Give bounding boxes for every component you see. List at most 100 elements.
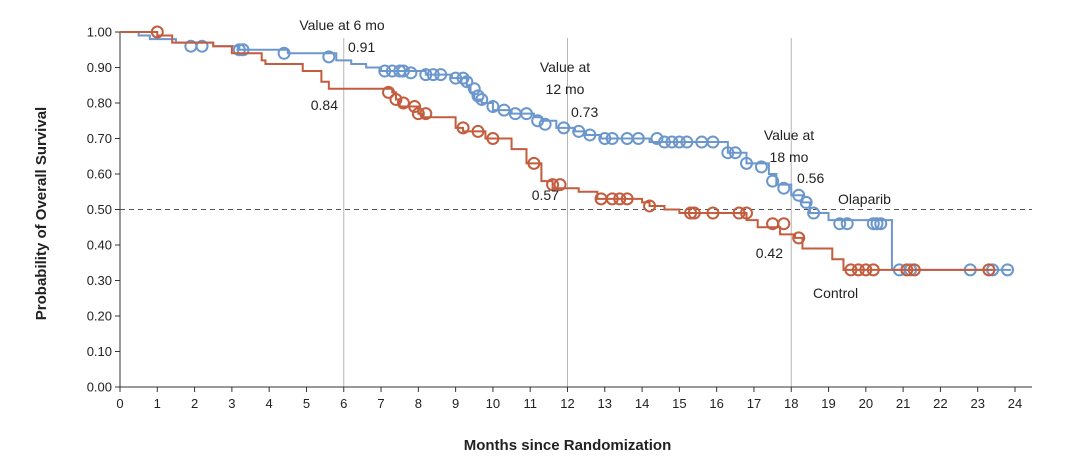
censor-mark-olaparib xyxy=(572,124,586,138)
censor-mark-control xyxy=(732,206,746,220)
censor-mark-control xyxy=(553,178,567,192)
y-tick-label: 0.20 xyxy=(87,309,112,324)
censor-mark-control xyxy=(527,156,541,170)
series-layer xyxy=(120,25,1015,277)
annotations: Value at 6 mo 0.91 0.84 Value at 12 mo 0.73 0.… xyxy=(299,17,891,301)
censor-mark-olaparib xyxy=(378,64,392,78)
x-tick-label: 15 xyxy=(672,396,686,411)
y-tick-label: 0.80 xyxy=(87,96,112,111)
censor-mark-olaparib xyxy=(460,75,474,89)
y-tick-label: 0.90 xyxy=(87,60,112,75)
censor-mark-olaparib xyxy=(650,132,664,145)
x-tick-label: 20 xyxy=(859,396,873,411)
censor-mark-control xyxy=(419,107,433,121)
landmark-title: Value at xyxy=(540,59,590,75)
censor-mark-olaparib xyxy=(792,188,806,202)
censor-mark-olaparib xyxy=(870,217,884,231)
censor-mark-control xyxy=(859,263,873,277)
y-tick-label: 0.00 xyxy=(87,380,112,395)
censor-mark-olaparib xyxy=(277,46,291,60)
censor-mark-control xyxy=(777,217,791,231)
censor-mark-control xyxy=(740,206,753,220)
x-tick-label: 21 xyxy=(896,396,910,411)
x-tick-label: 23 xyxy=(970,396,984,411)
landmark-title: Value at xyxy=(764,127,814,143)
x-tick-label: 22 xyxy=(933,396,947,411)
censor-mark-control xyxy=(643,199,657,213)
x-tick-label: 3 xyxy=(228,396,235,411)
censor-mark-olaparib xyxy=(195,39,209,53)
censor-mark-olaparib xyxy=(232,43,246,57)
x-tick-label: 4 xyxy=(266,396,273,411)
censor-mark-olaparib xyxy=(706,135,720,149)
control-landmark-value: 0.84 xyxy=(311,97,338,113)
censor-mark-olaparib xyxy=(475,92,489,106)
censor-mark-olaparib xyxy=(728,146,742,160)
control-landmark-value: 0.57 xyxy=(532,187,559,203)
censor-mark-control xyxy=(687,206,701,220)
censor-mark-olaparib xyxy=(434,68,448,82)
censor-mark-olaparib xyxy=(519,107,533,121)
censor-mark-olaparib xyxy=(833,217,847,231)
censor-mark-control xyxy=(456,121,470,135)
x-tick-label: 11 xyxy=(523,396,537,411)
x-tick-label: 0 xyxy=(116,396,123,411)
censor-mark-control xyxy=(389,92,403,106)
series-line-olaparib xyxy=(120,31,1012,271)
censor-mark-control xyxy=(851,263,865,277)
y-tick-label: 0.40 xyxy=(87,238,112,253)
censor-mark-olaparib xyxy=(236,43,250,57)
censor-mark-control xyxy=(907,263,921,277)
censor-mark-control xyxy=(546,178,560,192)
censor-mark-control xyxy=(792,231,806,245)
x-tick-label: 1 xyxy=(154,396,161,411)
x-tick-label: 18 xyxy=(784,396,798,411)
x-tick-label: 17 xyxy=(747,396,761,411)
x-tick-label: 19 xyxy=(821,396,835,411)
censor-mark-control xyxy=(684,206,698,220)
x-tick-label: 14 xyxy=(635,396,649,411)
censor-mark-olaparib xyxy=(605,132,619,145)
x-tick-label: 16 xyxy=(709,396,723,411)
control-landmark-value: 0.42 xyxy=(756,245,783,261)
censor-mark-olaparib xyxy=(840,217,854,231)
censor-mark-control xyxy=(982,263,996,277)
censor-mark-olaparib xyxy=(456,71,470,85)
x-tick-label: 5 xyxy=(303,396,310,411)
x-tick-label: 12 xyxy=(560,396,574,411)
censor-mark-olaparib xyxy=(426,68,440,82)
censor-mark-olaparib xyxy=(665,135,679,149)
censor-mark-olaparib xyxy=(777,181,791,195)
series-olaparib xyxy=(120,31,1015,277)
censor-mark-control xyxy=(844,263,858,277)
landmark-title: Value at 6 mo xyxy=(299,17,385,33)
censor-mark-control xyxy=(866,263,880,277)
y-axis-title: Probability of Overall Survival xyxy=(33,107,50,320)
censor-mark-olaparib xyxy=(467,82,481,96)
olaparib-landmark-value: 0.91 xyxy=(348,39,375,55)
censor-mark-olaparib xyxy=(497,103,511,117)
censor-mark-olaparib xyxy=(766,174,780,188)
censor-mark-olaparib xyxy=(471,89,485,103)
olaparib-landmark-value: 0.56 xyxy=(797,170,824,186)
censor-mark-olaparib xyxy=(721,146,735,160)
x-tick-label: 13 xyxy=(598,396,612,411)
x-tick-label: 8 xyxy=(415,396,422,411)
censor-mark-control xyxy=(382,85,395,99)
axes: 0 1 2 3 4 5 6 7 8 9 10 11 12 13 14 15 16 17 18 19 20 21 22 23 24… xyxy=(87,25,1032,411)
censor-mark-olaparib xyxy=(740,156,753,170)
censor-mark-olaparib xyxy=(322,50,336,64)
censor-mark-olaparib xyxy=(538,117,552,131)
censor-mark-olaparib xyxy=(583,128,597,142)
censor-mark-control xyxy=(396,96,410,110)
censor-mark-olaparib xyxy=(396,64,410,78)
control-series-label: Control xyxy=(813,285,858,301)
x-tick-label: 10 xyxy=(486,396,500,411)
censor-mark-control xyxy=(471,124,485,138)
olaparib-series-label: Olaparib xyxy=(838,191,891,207)
landmark-title: 18 mo xyxy=(770,149,809,165)
censor-mark-control xyxy=(900,263,914,277)
censor-mark-olaparib xyxy=(449,71,463,85)
landmark-title: 12 mo xyxy=(546,81,585,97)
